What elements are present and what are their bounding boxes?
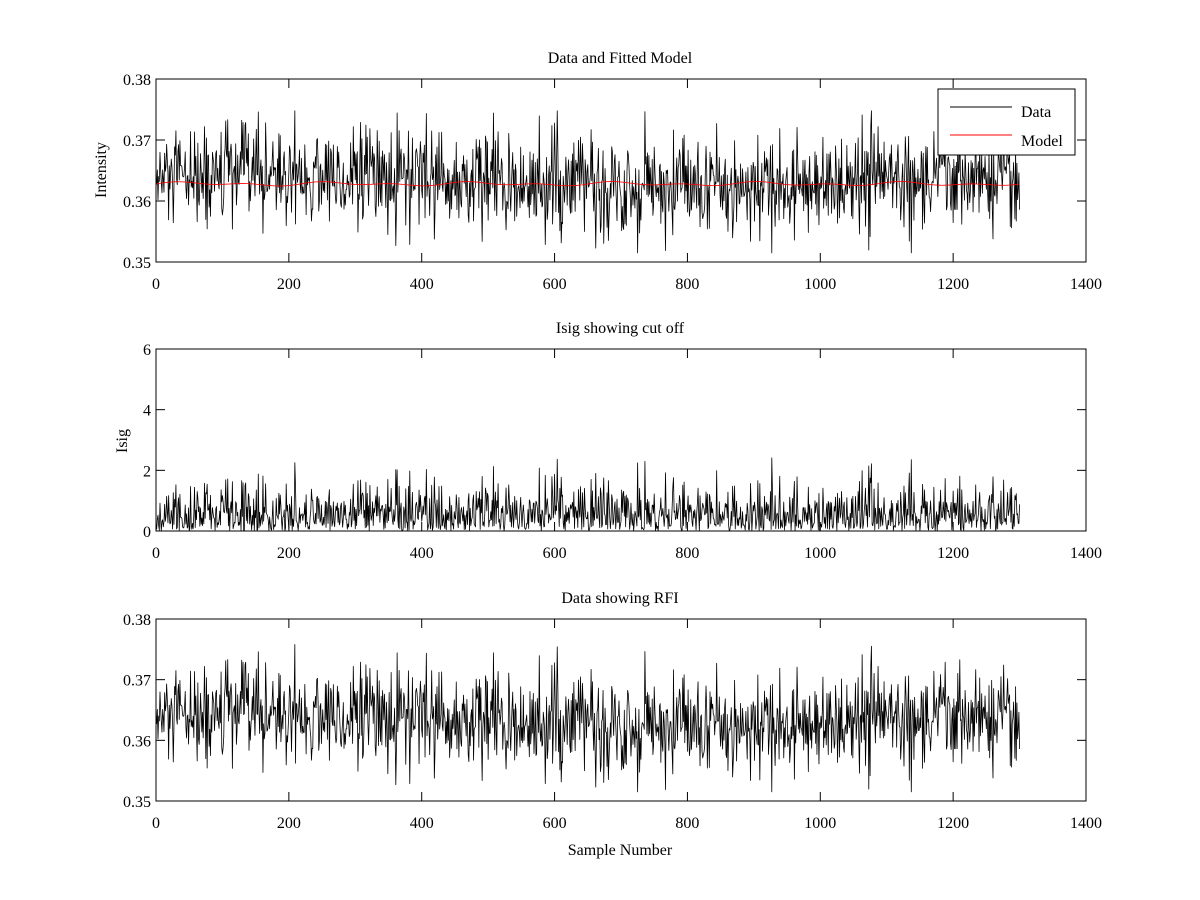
- panel-3-xtick-label: 1000: [804, 815, 836, 832]
- panel-3-xlabel: Sample Number: [568, 842, 673, 859]
- legend-model-label: Model: [1021, 133, 1063, 150]
- panel-3-xtick-label: 400: [410, 815, 434, 832]
- panel-3: Data showing RFI Sample Number 0 200 400 60…: [123, 590, 1102, 859]
- panel-2-ylabel: Isig: [114, 429, 131, 453]
- panel-1-series-data: [156, 110, 1020, 254]
- legend: Data Model: [937, 88, 1076, 156]
- panel-3-xtick-label: 1400: [1070, 815, 1102, 832]
- panel-2-xtick-label: 200: [277, 545, 301, 562]
- panel-2-ytick-label: 2: [143, 463, 151, 480]
- panel-3-xtick-label: 600: [543, 815, 567, 832]
- panel-1-ytick-label: 0.37: [123, 133, 151, 150]
- panel-3-title: Data showing RFI: [561, 590, 678, 607]
- panel-3-xtick-label: 800: [675, 815, 699, 832]
- panel-2-xtick-label: 1400: [1070, 545, 1102, 562]
- panel-3-ytick-label: 0.35: [123, 794, 151, 811]
- panel-3-ytick-label: 0.38: [123, 612, 151, 629]
- panel-1-ytick-label: 0.35: [123, 255, 151, 272]
- legend-box: [937, 88, 1076, 156]
- panel-3-axes-box: [155, 618, 1087, 802]
- panel-1-xtick-label: 600: [543, 276, 567, 293]
- panel-3-xtick-label: 200: [277, 815, 301, 832]
- panel-1-series-model: [156, 181, 1020, 187]
- panel-2-xtick-label: 1200: [937, 545, 969, 562]
- panel-1-xtick-label: 1400: [1070, 276, 1102, 293]
- panel-3-series-line: [156, 644, 1020, 793]
- panel-3-xtick-label: 1200: [937, 815, 969, 832]
- panel-2-xtick-label: 800: [675, 545, 699, 562]
- panel-1-xtick-label: 800: [675, 276, 699, 293]
- panel-2-xtick-label: 1000: [804, 545, 836, 562]
- panel-3-ytick-label: 0.36: [123, 733, 151, 750]
- panel-2-ytick-label: 4: [143, 403, 151, 420]
- panel-1-title: Data and Fitted Model: [548, 50, 693, 67]
- panel-1-ylabel: Intensity: [93, 142, 110, 198]
- panel-2-ytick-label: 6: [143, 342, 151, 359]
- panel-1-xtick-label: 400: [410, 276, 434, 293]
- panel-3-ytick-label: 0.37: [123, 673, 151, 690]
- panel-1-xtick-label: 0: [152, 276, 160, 293]
- panel-1-axes-box: [155, 78, 1087, 263]
- panel-1-xtick-label: 1200: [937, 276, 969, 293]
- panel-2-xtick-label: 400: [410, 545, 434, 562]
- panel-1-xtick-label: 1000: [804, 276, 836, 293]
- panel-3-xtick-label: 0: [152, 815, 160, 832]
- panel-2-axes-box: [155, 348, 1087, 532]
- panel-1-ytick-label: 0.38: [123, 72, 151, 89]
- panel-1-ytick-label: 0.36: [123, 194, 151, 211]
- panel-1-plot-area: 0 200 400 600 800 1000 1200 1400 0.35 0.36 0.37 0.3…: [123, 72, 1102, 293]
- panel-2-plot-area: 0 200 400 600 800 1000 1200 1400 0 2 4 6: [143, 342, 1102, 562]
- panel-1: Data and Fitted Model Intensity 0 200 400 6…: [93, 50, 1102, 293]
- panel-2-xtick-label: 600: [543, 545, 567, 562]
- panel-2-ytick-label: 0: [143, 524, 151, 541]
- panel-2-title: Isig showing cut off: [556, 320, 685, 337]
- panel-2: Isig showing cut off Isig 0 200 400 600 800 1…: [114, 320, 1102, 562]
- panel-2-series-line: [156, 457, 1020, 532]
- panel-2-xtick-label: 0: [152, 545, 160, 562]
- panel-1-xtick-label: 200: [277, 276, 301, 293]
- legend-data-label: Data: [1021, 104, 1051, 121]
